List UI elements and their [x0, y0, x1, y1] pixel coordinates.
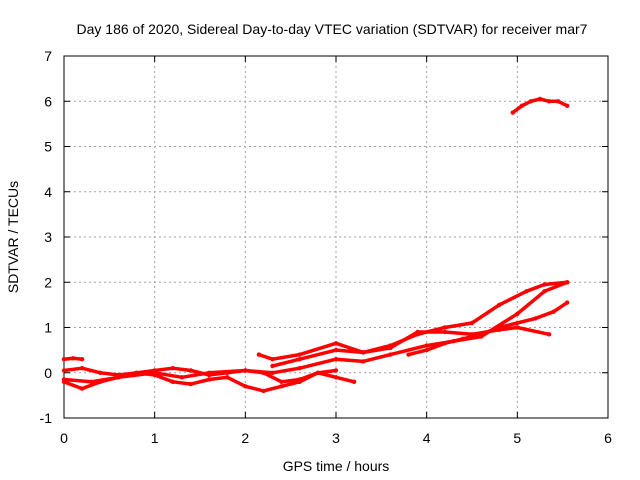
- x-tick-label: 1: [151, 430, 159, 446]
- y-tick-label: 1: [44, 320, 52, 336]
- series-line-track-6: [270, 325, 551, 368]
- data-point: [297, 379, 302, 384]
- data-point: [270, 357, 275, 362]
- data-point: [333, 347, 339, 353]
- x-tick-label: 4: [423, 430, 431, 446]
- data-point: [152, 370, 157, 375]
- data-point: [533, 316, 538, 321]
- data-point: [297, 352, 302, 357]
- x-tick-label: 2: [241, 430, 249, 446]
- data-point: [469, 320, 475, 326]
- data-point: [460, 336, 466, 341]
- data-point: [243, 384, 248, 389]
- data-point: [519, 103, 525, 109]
- data-point: [206, 370, 212, 375]
- data-point: [206, 377, 212, 382]
- y-axis-title: SDTVAR / TECUs: [5, 181, 21, 293]
- data-point: [442, 341, 447, 346]
- data-point: [225, 375, 230, 380]
- data-point: [542, 282, 547, 287]
- data-point: [297, 357, 302, 362]
- series-line-track-7: [406, 300, 569, 357]
- data-point: [61, 377, 67, 382]
- data-point: [551, 309, 556, 314]
- data-point: [333, 368, 339, 373]
- data-point: [424, 347, 429, 353]
- data-point: [510, 110, 515, 115]
- data-point: [170, 379, 175, 384]
- y-tick-label: 0: [44, 365, 52, 381]
- data-point: [279, 384, 284, 389]
- y-tick-label: 4: [44, 184, 52, 200]
- data-point: [116, 375, 121, 380]
- data-point: [270, 370, 275, 375]
- data-point: [333, 357, 339, 362]
- data-point: [361, 359, 366, 364]
- y-tick-label: 3: [44, 229, 52, 245]
- data-point: [361, 350, 366, 355]
- data-point: [170, 366, 175, 371]
- data-point: [79, 386, 85, 391]
- data-point: [424, 343, 429, 348]
- data-point: [546, 332, 552, 337]
- data-point: [270, 363, 275, 369]
- x-tick-label: 5: [513, 430, 521, 446]
- y-tick-label: 2: [44, 274, 52, 290]
- series-group: [61, 96, 570, 394]
- axis-ticks: 0 1 2 3 4 5 6 -1 0 1 2 3 4 5 6 7: [40, 48, 613, 446]
- data-point: [555, 99, 561, 104]
- data-point: [333, 341, 339, 346]
- data-point: [70, 356, 76, 361]
- data-point: [61, 368, 67, 373]
- data-point: [524, 289, 529, 294]
- data-point: [442, 329, 447, 335]
- y-tick-label: 6: [44, 93, 52, 109]
- x-tick-label: 6: [604, 430, 612, 446]
- data-point: [256, 352, 262, 357]
- data-point: [546, 99, 552, 104]
- data-point: [497, 302, 502, 308]
- data-point: [515, 325, 520, 330]
- data-point: [261, 388, 266, 394]
- data-point: [333, 375, 339, 380]
- x-tick-label: 0: [60, 430, 68, 446]
- data-point: [388, 345, 393, 351]
- data-point: [406, 352, 411, 357]
- data-point: [79, 366, 85, 371]
- data-point: [279, 379, 284, 384]
- data-point: [528, 99, 534, 104]
- data-point: [243, 368, 248, 373]
- grid-lines: [64, 56, 608, 418]
- data-point: [565, 300, 570, 305]
- data-point: [565, 103, 570, 109]
- y-tick-label: -1: [40, 410, 53, 426]
- data-point: [388, 352, 393, 357]
- data-point: [297, 366, 302, 371]
- data-point: [515, 311, 520, 317]
- data-point: [351, 379, 357, 384]
- data-point: [179, 375, 185, 380]
- data-point: [542, 289, 547, 294]
- x-tick-label: 3: [332, 430, 340, 446]
- data-point: [188, 381, 194, 387]
- data-point: [98, 370, 103, 375]
- chart-title: Day 186 of 2020, Sidereal Day-to-day VTE…: [77, 21, 588, 37]
- data-point: [315, 370, 321, 375]
- data-point: [515, 320, 520, 326]
- data-point: [442, 325, 447, 330]
- data-point: [415, 329, 420, 335]
- data-point: [89, 379, 94, 384]
- data-point: [497, 325, 502, 330]
- data-point: [61, 357, 67, 362]
- data-point: [188, 368, 194, 373]
- y-tick-label: 7: [44, 48, 52, 64]
- x-axis-title: GPS time / hours: [283, 458, 390, 474]
- data-point: [79, 357, 85, 362]
- data-point: [537, 96, 543, 102]
- data-point: [478, 332, 484, 337]
- y-tick-label: 5: [44, 139, 52, 155]
- data-point: [565, 280, 570, 285]
